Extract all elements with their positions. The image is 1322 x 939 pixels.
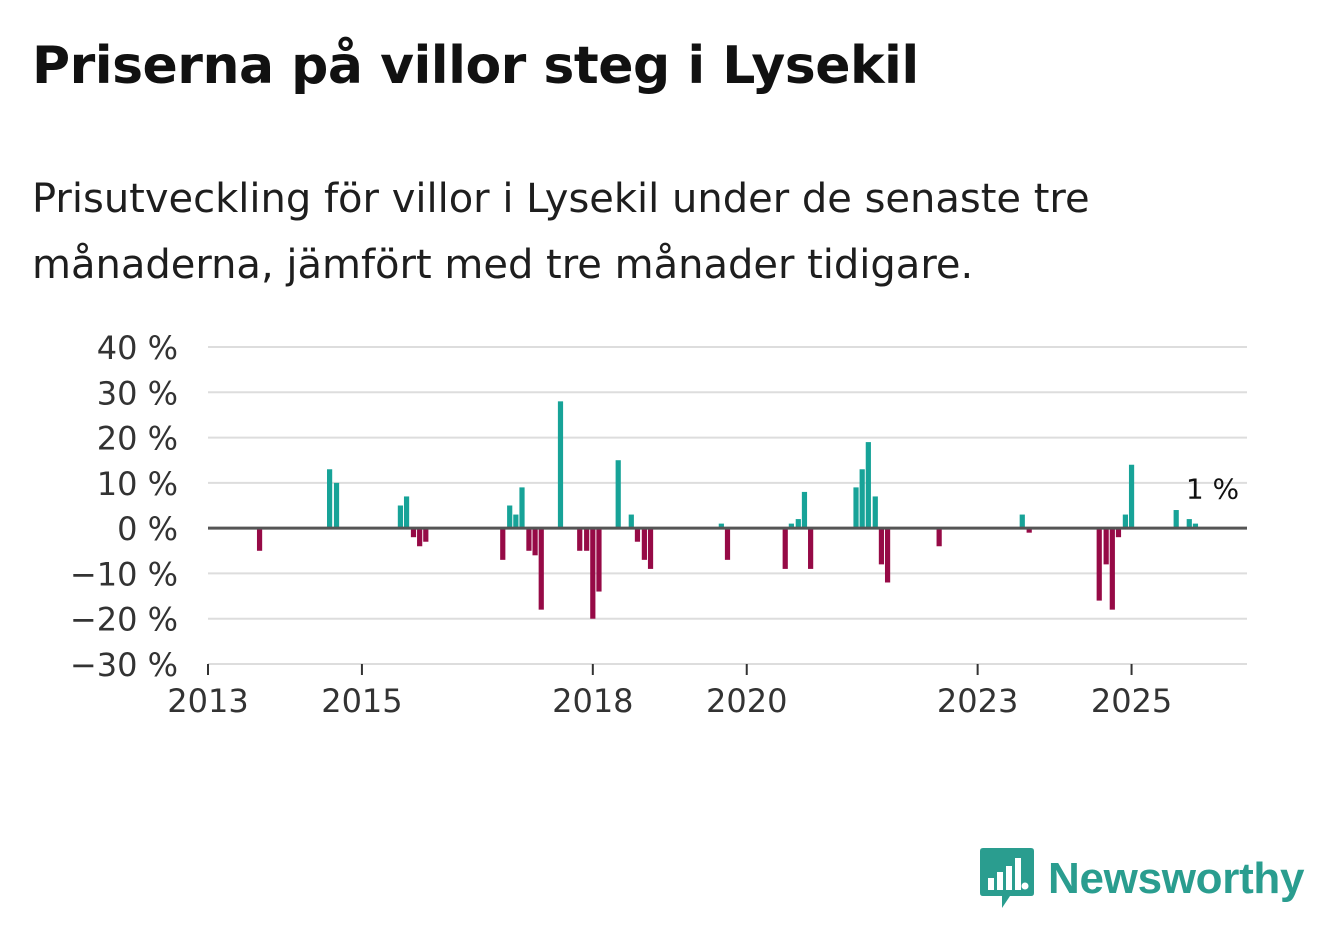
- x-tick-label: 2015: [321, 682, 402, 720]
- bar: [782, 528, 788, 569]
- bar: [1173, 510, 1179, 529]
- bar: [788, 523, 794, 529]
- bar: [647, 528, 654, 569]
- y-tick-label: 40 %: [97, 329, 178, 367]
- bar: [590, 528, 596, 619]
- bar: [423, 528, 429, 542]
- bar: [403, 496, 410, 529]
- bar: [936, 528, 942, 547]
- bar: [538, 528, 544, 610]
- bar: [872, 496, 878, 529]
- bar-chart: 40 %30 %20 %10 %0 %−10 %−20 %−30 % 2013 2…: [70, 329, 1247, 720]
- bar: [878, 528, 885, 565]
- chart-title: Priserna på villor steg i Lysekil: [32, 36, 919, 96]
- bar: [1026, 528, 1032, 533]
- chart-subtitle: Prisutveckling för villor i Lysekil unde…: [32, 176, 1090, 288]
- y-tick-label: 20 %: [97, 420, 178, 458]
- bar: [1115, 528, 1122, 538]
- x-tick-label: 2018: [552, 682, 633, 720]
- y-tick-label: −10 %: [70, 555, 178, 593]
- bar: [615, 460, 621, 529]
- y-tick-label: −30 %: [70, 646, 178, 684]
- x-tick-label: 2013: [167, 682, 248, 720]
- bar: [557, 401, 564, 529]
- bar: [808, 528, 814, 569]
- bar: [1128, 464, 1135, 529]
- bar: [596, 528, 602, 592]
- bar: [1103, 528, 1109, 565]
- bars: [256, 401, 1199, 619]
- bar: [853, 487, 859, 529]
- last-value-annotation: 1 %: [1186, 473, 1239, 506]
- y-tick-label: 30 %: [97, 374, 178, 412]
- bar: [641, 528, 647, 560]
- x-tick-label: 2020: [706, 682, 787, 720]
- bar: [1122, 514, 1128, 529]
- bar: [1186, 519, 1192, 529]
- bar: [526, 528, 532, 551]
- bar-chart-logo-icon: [980, 848, 1034, 908]
- bar: [795, 519, 801, 529]
- bar: [333, 482, 340, 529]
- x-axis: 2013 2015 2018 2020 2023 2025: [167, 663, 1247, 720]
- bar: [884, 528, 891, 583]
- bar: [519, 487, 525, 529]
- bar: [397, 505, 404, 529]
- bar: [532, 528, 538, 556]
- bar: [507, 505, 513, 529]
- brand-name: Newsworthy: [1048, 854, 1305, 903]
- y-axis-labels: 40 % 30 % 20 % 10 % 0 % −10 % −20 % −30 %: [70, 329, 178, 684]
- bar: [1192, 523, 1199, 529]
- bar: [1019, 514, 1025, 529]
- bar: [1109, 528, 1115, 610]
- bar: [724, 528, 731, 560]
- bar: [410, 528, 417, 538]
- bar: [801, 491, 808, 529]
- bar: [327, 469, 333, 529]
- bar: [500, 528, 506, 560]
- bar: [634, 528, 641, 542]
- x-tick-label: 2025: [1091, 682, 1172, 720]
- bar: [859, 469, 865, 529]
- x-tick-label: 2023: [937, 682, 1018, 720]
- bar: [865, 442, 871, 529]
- bar: [577, 528, 583, 551]
- bar: [417, 528, 423, 547]
- bar: [628, 514, 634, 529]
- bar: [584, 528, 590, 551]
- y-tick-label: 0 %: [117, 510, 178, 548]
- bar: [256, 528, 263, 551]
- y-tick-label: −20 %: [70, 601, 178, 639]
- newsworthy-logo: Newsworthy: [980, 848, 1304, 910]
- bar: [513, 514, 519, 529]
- y-tick-label: 10 %: [97, 465, 178, 503]
- bar: [718, 523, 724, 529]
- bar: [1096, 528, 1102, 601]
- grid-lines: [208, 346, 1247, 665]
